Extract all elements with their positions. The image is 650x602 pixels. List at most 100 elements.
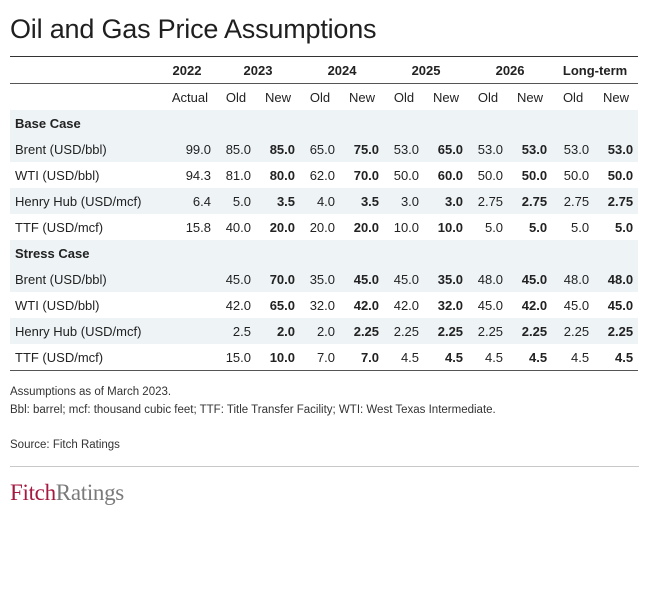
year-header: 2026: [468, 56, 553, 84]
subheader-cell: New: [594, 83, 639, 110]
table-cell: 40.0: [225, 219, 251, 235]
table-cell: 2.25: [508, 318, 553, 344]
table-cell: 53.0: [594, 136, 639, 162]
table-cell: 2.25: [594, 318, 639, 344]
table-cell: 5.0: [484, 219, 504, 235]
table-row: Henry Hub (USD/mcf) 6.4 5.0 3.5 4.0 3.5 3.0 3.0…: [10, 188, 639, 214]
table-cell: 48.0: [552, 266, 595, 292]
table-cell: 48.0: [594, 266, 639, 292]
row-label: TTF (USD/mcf): [15, 219, 104, 235]
table-cell: 53.0: [508, 136, 553, 162]
table-row: Brent (USD/bbl) 45.0 70.0 35.0 45.0 45.0 35.0 4…: [10, 266, 639, 292]
price-assumptions-table: 2022 2023 2024 2025 2026 Long-term Actua…: [10, 56, 639, 371]
table-cell: 42.0: [225, 297, 251, 313]
table-cell: 81.0: [225, 167, 251, 183]
table-cell: 75.0: [340, 136, 385, 162]
source-note: Source: Fitch Ratings: [10, 439, 120, 451]
table-cell: 2.0: [256, 318, 301, 344]
table-cell: [158, 292, 216, 318]
section-heading: Base Case: [10, 110, 639, 136]
table-cell: 5.0: [570, 219, 590, 235]
table-cell: 45.0: [384, 266, 425, 292]
year-header: 2023: [216, 56, 301, 84]
divider: [10, 466, 639, 467]
table-cell: 2.5: [216, 318, 256, 344]
subheader-cell: Old: [300, 83, 341, 110]
table-cell: 50.0: [393, 167, 420, 183]
table-cell: 4.5: [468, 344, 509, 371]
section-row: Stress Case: [10, 240, 639, 266]
footnote: Bbl: barrel; mcf: thousand cubic feet; T…: [10, 404, 496, 416]
row-label: WTI (USD/bbl): [15, 167, 100, 183]
table-cell: 15.8: [185, 219, 211, 235]
table-cell: 10.0: [437, 219, 464, 235]
table-cell: 50.0: [521, 167, 548, 183]
table-cell: 2.75: [468, 188, 509, 214]
table-cell: 65.0: [300, 136, 341, 162]
subheader-cell: Old: [552, 83, 595, 110]
table-cell: 45.0: [340, 266, 385, 292]
table-cell: 7.0: [340, 344, 385, 371]
table-cell: 2.25: [424, 318, 469, 344]
table-row: TTF (USD/mcf) 15.0 10.0 7.0 7.0 4.5 4.5 4.5 4.5 4…: [10, 344, 639, 371]
table-row: Brent (USD/bbl) 99.0 85.0 85.0 65.0 75.0 53.0 6…: [10, 136, 639, 162]
row-label: Brent (USD/bbl): [10, 266, 158, 292]
table-cell: 4.5: [552, 344, 595, 371]
subheader-cell: Old: [384, 83, 425, 110]
page-title: Oil and Gas Price Assumptions: [10, 14, 377, 44]
table-cell: 62.0: [309, 167, 336, 183]
table-cell: [158, 344, 216, 371]
subheader-row: Actual Old New Old New Old New Old New Old New: [10, 83, 639, 110]
row-label: Henry Hub (USD/mcf): [10, 318, 158, 344]
table-cell: 4.5: [508, 344, 553, 371]
table-cell: 2.25: [468, 318, 509, 344]
year-header: 2025: [384, 56, 469, 84]
year-header: Long-term: [552, 56, 639, 84]
table-cell: 85.0: [256, 136, 301, 162]
table-cell: 70.0: [256, 266, 301, 292]
table-cell: 3.5: [256, 188, 301, 214]
table-cell: 35.0: [300, 266, 341, 292]
table-cell: 70.0: [353, 167, 380, 183]
table-cell: 53.0: [552, 136, 595, 162]
logo-part-fitch: Fitch: [10, 480, 56, 505]
subheader-cell: New: [508, 83, 553, 110]
table-cell: 53.0: [468, 136, 509, 162]
row-label: WTI (USD/bbl): [15, 297, 100, 313]
section-heading: Stress Case: [10, 240, 639, 266]
table-cell: 45.0: [508, 266, 553, 292]
table-cell: 4.5: [424, 344, 469, 371]
table-cell: 10.0: [393, 219, 420, 235]
table-cell: 7.0: [300, 344, 341, 371]
subheader-cell: Old: [468, 83, 509, 110]
subheader-cell: New: [256, 83, 301, 110]
table-cell: 42.0: [353, 297, 380, 313]
table-cell: 15.0: [216, 344, 256, 371]
table-cell: 2.75: [552, 188, 595, 214]
table-cell: [158, 266, 216, 292]
table-cell: 45.0: [607, 297, 634, 313]
table-cell: 65.0: [269, 297, 296, 313]
table-cell: 32.0: [437, 297, 464, 313]
subheader-corner: [10, 83, 158, 110]
table-cell: 60.0: [437, 167, 464, 183]
table-cell: 2.25: [552, 318, 595, 344]
table-cell: 2.75: [594, 188, 639, 214]
fitch-ratings-logo: FitchRatings: [10, 480, 124, 506]
table-cell: 42.0: [521, 297, 548, 313]
table-cell: 65.0: [424, 136, 469, 162]
table-cell: 80.0: [269, 167, 296, 183]
subheader-cell: Old: [216, 83, 256, 110]
subheader-cell: New: [340, 83, 385, 110]
table-cell: 20.0: [353, 219, 380, 235]
table-cell: 5.0: [216, 188, 256, 214]
table-row: Henry Hub (USD/mcf) 2.5 2.0 2.0 2.25 2.25 2.25…: [10, 318, 639, 344]
table-cell: 5.0: [528, 219, 548, 235]
table-cell: 32.0: [309, 297, 336, 313]
section-row: Base Case: [10, 110, 639, 136]
table-cell: 4.0: [300, 188, 341, 214]
table-row: WTI (USD/bbl) 94.3 81.0 80.0 62.0 70.0 50.0 60.…: [10, 162, 638, 188]
table-cell: 35.0: [424, 266, 469, 292]
row-label: Brent (USD/bbl): [10, 136, 158, 162]
